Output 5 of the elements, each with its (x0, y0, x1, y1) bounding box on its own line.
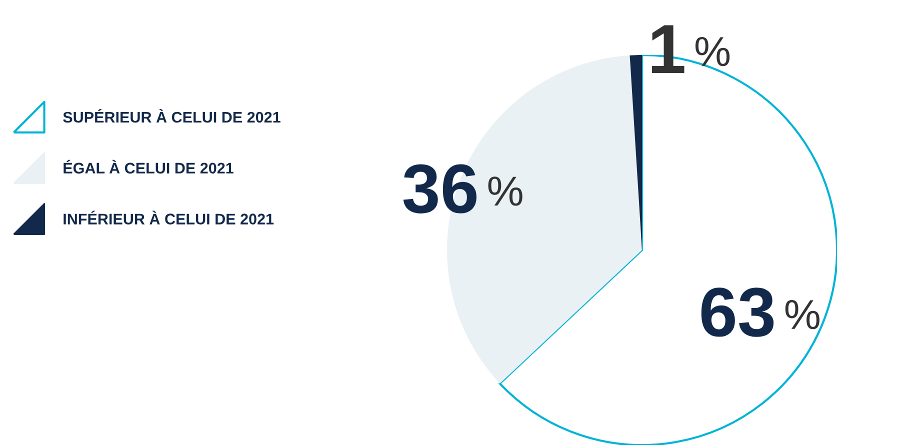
data-label: 63 % (701, 288, 820, 337)
legend-label: ÉGAL À CELUI DE 2021 (64, 160, 234, 174)
legend-label: SUPÉRIEUR À CELUI DE 2021 (63, 108, 280, 123)
legend-label: INFÉRIEUR À CELUI DE 2021 (64, 210, 274, 224)
data-label: 36 % (403, 164, 522, 214)
